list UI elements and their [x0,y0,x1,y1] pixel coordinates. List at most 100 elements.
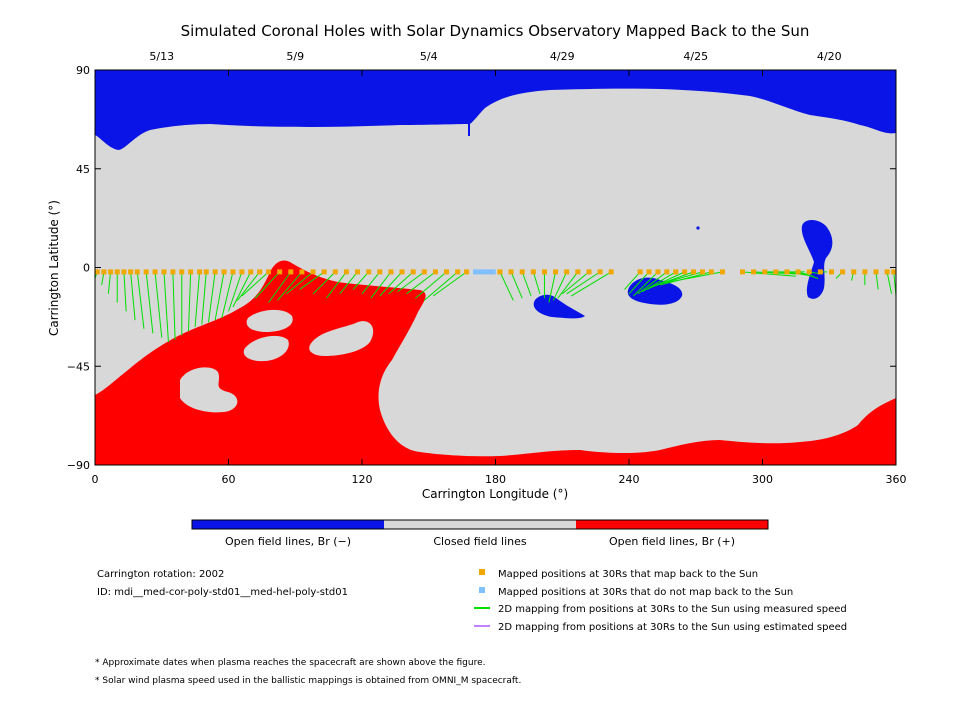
mapped-point [851,269,857,275]
mapping-line [624,271,641,290]
mapped-point [366,269,372,275]
mapping-line [886,271,893,294]
mapping-line [237,271,261,301]
mapped-point [751,269,757,275]
mapped-point [143,269,149,275]
mapping-line [521,271,532,297]
mapping-line [552,271,568,301]
colorbar-label-negative: Open field lines, Br (−) [225,535,351,548]
mapping-line [299,271,325,290]
mapped-point [541,269,547,275]
top-date-label: 4/20 [817,50,842,63]
colorbar-negative [192,520,384,529]
carrington-rotation: Carrington rotation: 2002 [97,569,224,580]
mapped-point [519,269,525,275]
mapped-point [128,269,134,275]
x-axis-label: Carrington Longitude (°) [422,487,568,501]
mapped-point [664,269,670,275]
mapped-point [310,269,316,275]
colorbar-label-positive: Open field lines, Br (+) [609,535,735,548]
mapped-point [114,269,120,275]
axes: 0 60 120 180 240 300 360 −90 −45 0 45 90 5/13 5/9 5/4 4… [67,50,907,486]
mapping-line [406,271,436,295]
mapping-line [423,271,458,301]
mapped-point [739,269,745,275]
mapped-point [170,269,176,275]
mapping-line [397,271,425,293]
mapping-line [499,271,514,301]
y-tick-label: 0 [83,262,90,275]
legend-measured-label: 2D mapping from positions at 30Rs to the… [498,604,847,615]
mapping-line [326,271,347,299]
model-id: ID: mdi__med-cor-poly-std01__med-hel-pol… [97,587,348,598]
mapped-point [655,269,661,275]
footnote-2: * Solar wind plasma speed used in the ba… [95,676,521,686]
mapped-point [699,269,705,275]
unmapped-points [472,269,496,275]
mapped-point [161,269,167,275]
mapping-line [221,271,234,319]
mapped-point [564,269,570,275]
legend-estimated-label: 2D mapping from positions at 30Rs to the… [498,622,847,633]
mapped-point [343,269,349,275]
mapping-line [797,271,819,279]
mapping-line [510,271,523,299]
mapping-line [637,271,668,295]
mapping-line [566,271,601,295]
mapped-point [332,269,338,275]
mapped-point [444,269,450,275]
mapped-point [277,269,283,275]
mapping-line [379,271,403,297]
mapped-point [377,269,383,275]
closed-island-3 [309,321,374,356]
colorbar-closed [384,520,576,529]
y-tick-label: −45 [67,360,90,373]
mapping-line [277,271,303,301]
y-tick-label: −90 [67,459,90,472]
coronal-hole-200 [533,294,585,319]
mapped-point [530,269,536,275]
mapping-line [254,271,281,299]
mapped-point [828,269,834,275]
south-polar-coronal-hole [95,260,896,465]
mapped-point [497,269,503,275]
mapping-line [339,271,358,295]
mapped-point [266,269,272,275]
coronal-hole-325 [801,220,833,299]
mapping-line [388,271,414,295]
colorbar: Open field lines, Br (−) Closed field li… [191,519,769,548]
closed-island-2 [243,335,289,362]
chart-title: Simulated Coronal Holes with Solar Dynam… [181,22,810,40]
mapped-point [299,269,305,275]
mapping-line [312,271,336,295]
x-tick-label: 180 [485,473,506,486]
x-tick-label: 240 [619,473,640,486]
legend-mapped-label: Mapped positions at 30Rs that map back t… [498,569,758,580]
mapped-point [101,269,107,275]
mapped-point [575,269,581,275]
small-hole-dot [696,226,700,230]
top-date-label: 5/9 [286,50,304,63]
mapping-lines [94,271,897,343]
mapping-line [187,271,192,332]
mapping-line [352,271,370,290]
mapped-point [719,269,725,275]
mapped-point [355,269,361,275]
x-tick-label: 60 [222,473,236,486]
closed-island-4 [180,367,238,413]
mapped-point [784,269,790,275]
unmapped-point [490,269,496,275]
mapped-point [708,269,714,275]
mapping-line [241,271,269,297]
mapping-line [415,271,447,299]
mapping-line [532,271,541,294]
unmapped-point [477,269,483,275]
mapped-point [239,269,245,275]
mapped-point [637,269,643,275]
north-polar-coronal-hole [95,70,896,150]
field-map [95,70,896,465]
unmapped-point [481,269,487,275]
mapped-point [873,269,879,275]
mapped-point [221,269,227,275]
mapped-point [152,269,158,275]
